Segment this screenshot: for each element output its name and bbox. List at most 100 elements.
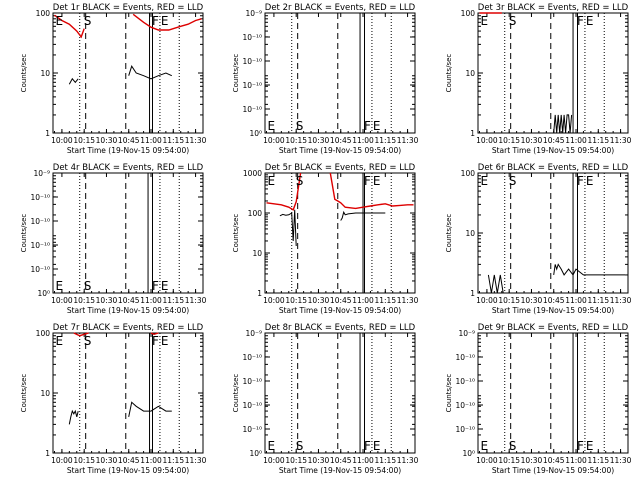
y-tick-label: 10⁻¹⁰ bbox=[242, 377, 262, 386]
x-tick-label: 10:00 bbox=[51, 136, 73, 145]
y-tick-label: 100 bbox=[36, 329, 51, 338]
x-tick-label: 10:15 bbox=[498, 456, 520, 465]
x-tick-label: 10:30 bbox=[96, 296, 118, 305]
flag-letter: E bbox=[586, 174, 594, 188]
x-tick-label: 10:45 bbox=[118, 456, 140, 465]
lld-series-line bbox=[266, 172, 302, 211]
flag-letter: S bbox=[509, 439, 517, 453]
x-tick-label: 10:15 bbox=[73, 136, 95, 145]
x-tick-label: 10:15 bbox=[498, 296, 520, 305]
panel-title: Det 6r BLACK = Events, RED = LLD bbox=[478, 163, 629, 173]
panel-title: Det 2r BLACK = Events, RED = LLD bbox=[265, 3, 416, 13]
x-tick-label: 10:45 bbox=[543, 136, 565, 145]
x-axis-label: Start Time (19-Nov-15 09:54:00) bbox=[279, 146, 401, 155]
y-tick-label: 10⁰ bbox=[462, 449, 475, 458]
x-tick-label: 11:30 bbox=[610, 296, 632, 305]
x-tick-label: 11:15 bbox=[374, 456, 396, 465]
x-tick-label: 11:30 bbox=[610, 136, 632, 145]
x-tick-label: 10:30 bbox=[521, 136, 543, 145]
flag-letter: S bbox=[296, 439, 304, 453]
x-tick-label: 11:15 bbox=[162, 456, 184, 465]
x-tick-label: 10:30 bbox=[308, 296, 330, 305]
x-tick-label: 10:15 bbox=[73, 456, 95, 465]
panel-title: Det 4r BLACK = Events, RED = LLD bbox=[53, 163, 204, 173]
flag-letter: S bbox=[84, 279, 92, 293]
x-tick-label: 11:30 bbox=[185, 136, 207, 145]
x-tick-label: 11:30 bbox=[397, 296, 419, 305]
x-axis-label: Start Time (19-Nov-15 09:54:00) bbox=[492, 466, 614, 475]
lld-series-line bbox=[73, 332, 89, 337]
panel-title: Det 1r BLACK = Events, RED = LLD bbox=[53, 3, 204, 13]
y-tick-label: 10⁻¹⁰ bbox=[242, 57, 262, 66]
y-tick-label: 10 bbox=[40, 389, 50, 398]
x-tick-label: 10:45 bbox=[330, 136, 352, 145]
y-tick-label: 10⁻¹⁰ bbox=[242, 105, 262, 114]
y-tick-label: 10⁻¹⁰ bbox=[242, 401, 262, 410]
panel-1: Det 1r BLACK = Events, RED = LLD 10:00 10:… bbox=[20, 3, 207, 155]
y-tick-label: 100 bbox=[461, 169, 476, 178]
y-tick-label: 10⁻⁹ bbox=[458, 329, 475, 338]
y-tick-label: 10⁻¹⁰ bbox=[455, 425, 475, 434]
x-tick-label: 11:30 bbox=[397, 456, 419, 465]
y-axis-label: Counts/sec bbox=[20, 54, 28, 93]
y-tick-label: 10 bbox=[252, 249, 262, 258]
flag-letter: E bbox=[586, 14, 594, 28]
panel-title: Det 8r BLACK = Events, RED = LLD bbox=[265, 323, 416, 333]
x-tick-label: 11:00 bbox=[140, 456, 162, 465]
flag-letter: F bbox=[577, 174, 584, 188]
y-axis-label: Counts/sec bbox=[445, 374, 453, 413]
y-axis-label: Counts/sec bbox=[232, 214, 240, 253]
x-tick-label: 10:45 bbox=[543, 296, 565, 305]
y-tick-label: 10⁰ bbox=[249, 129, 262, 138]
y-tick-label: 100 bbox=[36, 9, 51, 18]
x-tick-label: 10:15 bbox=[73, 296, 95, 305]
y-axis-label: Counts/sec bbox=[20, 214, 28, 253]
flag-letter: F bbox=[152, 279, 159, 293]
flag-letter: E bbox=[267, 119, 275, 133]
plot-frame bbox=[477, 12, 629, 134]
y-tick-label: 10⁻¹⁰ bbox=[30, 265, 50, 274]
x-tick-label: 11:00 bbox=[565, 456, 587, 465]
x-tick-label: 10:00 bbox=[51, 456, 73, 465]
flag-letter: E bbox=[480, 174, 488, 188]
x-axis-label: Start Time (19-Nov-15 09:54:00) bbox=[67, 466, 189, 475]
events-series-line bbox=[68, 409, 79, 425]
x-tick-label: 11:00 bbox=[352, 456, 374, 465]
events-series-line bbox=[553, 114, 573, 134]
events-series-line bbox=[279, 209, 297, 247]
x-tick-label: 11:15 bbox=[374, 296, 396, 305]
x-tick-label: 10:30 bbox=[308, 456, 330, 465]
y-tick-label: 10⁻¹⁰ bbox=[242, 33, 262, 42]
y-axis-label: Counts/sec bbox=[20, 374, 28, 413]
x-axis-label: Start Time (19-Nov-15 09:54:00) bbox=[279, 466, 401, 475]
plot-frame bbox=[52, 332, 204, 454]
y-tick-label: 1 bbox=[45, 449, 50, 458]
flag-letter: E bbox=[161, 279, 169, 293]
flag-letter: E bbox=[55, 14, 63, 28]
x-tick-label: 11:00 bbox=[140, 296, 162, 305]
x-tick-label: 10:00 bbox=[476, 456, 498, 465]
y-tick-label: 10⁻¹⁰ bbox=[455, 353, 475, 362]
x-tick-label: 10:15 bbox=[285, 296, 307, 305]
panel-title: Det 5r BLACK = Events, RED = LLD bbox=[265, 163, 416, 173]
x-tick-label: 11:15 bbox=[587, 136, 609, 145]
events-series-line bbox=[553, 263, 625, 276]
x-tick-label: 10:15 bbox=[498, 136, 520, 145]
x-tick-label: 10:15 bbox=[285, 136, 307, 145]
x-tick-label: 11:15 bbox=[374, 136, 396, 145]
x-tick-label: 10:00 bbox=[51, 296, 73, 305]
x-tick-label: 10:00 bbox=[263, 136, 285, 145]
x-tick-label: 11:00 bbox=[352, 136, 374, 145]
y-tick-label: 1 bbox=[257, 289, 262, 298]
flag-letter: F bbox=[364, 439, 371, 453]
x-tick-label: 10:00 bbox=[476, 296, 498, 305]
flag-letter: E bbox=[480, 439, 488, 453]
panel-title: Det 3r BLACK = Events, RED = LLD bbox=[478, 3, 629, 13]
x-tick-label: 11:15 bbox=[162, 136, 184, 145]
events-series-line bbox=[340, 210, 386, 221]
flag-letter: F bbox=[152, 14, 159, 28]
flag-letter: E bbox=[161, 14, 169, 28]
